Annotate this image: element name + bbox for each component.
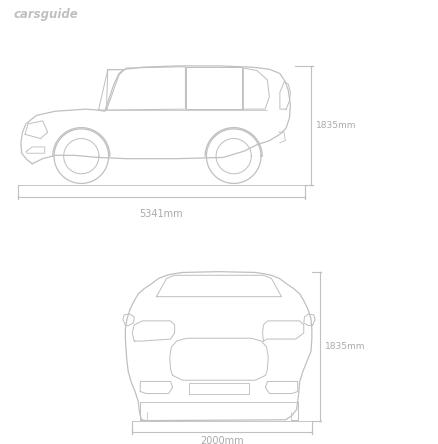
Text: 5341mm: 5341mm	[139, 209, 183, 219]
Text: 1835mm: 1835mm	[315, 121, 356, 130]
Text: 2000mm: 2000mm	[200, 436, 244, 444]
Text: carsguide: carsguide	[13, 8, 78, 21]
Text: 1835mm: 1835mm	[325, 342, 365, 351]
